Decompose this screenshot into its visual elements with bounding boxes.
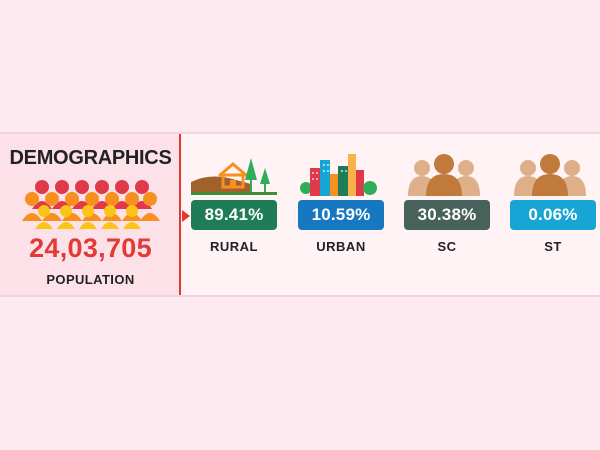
population-count: 24,03,705 (29, 233, 152, 263)
rural-landscape-icon (191, 158, 277, 195)
stat-st: 0.06% ST (510, 154, 600, 274)
stat-sc: 30.38% SC (404, 154, 494, 274)
stat-urban: 10.59% URBAN (298, 154, 388, 274)
rural-label: RURAL (210, 239, 258, 254)
demographics-title: DEMOGRAPHICS (9, 147, 172, 169)
urban-label: URBAN (316, 239, 366, 254)
sc-label: SC (437, 239, 457, 254)
rural-percentage-badge: 89.41% (191, 200, 277, 230)
population-crowd-icon (22, 180, 160, 229)
population-label: POPULATION (46, 272, 135, 287)
demographics-summary-panel: DEMOGRAPHICS (0, 134, 181, 295)
stat-rural: 89.41% RURAL (191, 154, 281, 274)
people-group-icon (408, 154, 480, 196)
st-percentage-badge: 0.06% (510, 200, 596, 230)
st-label: ST (544, 239, 562, 254)
pointer-arrow-icon (182, 210, 190, 222)
people-group-icon (514, 154, 586, 196)
demographics-band: DEMOGRAPHICS (0, 132, 600, 297)
city-buildings-icon (300, 154, 377, 196)
sc-percentage-badge: 30.38% (404, 200, 490, 230)
urban-percentage-badge: 10.59% (298, 200, 384, 230)
